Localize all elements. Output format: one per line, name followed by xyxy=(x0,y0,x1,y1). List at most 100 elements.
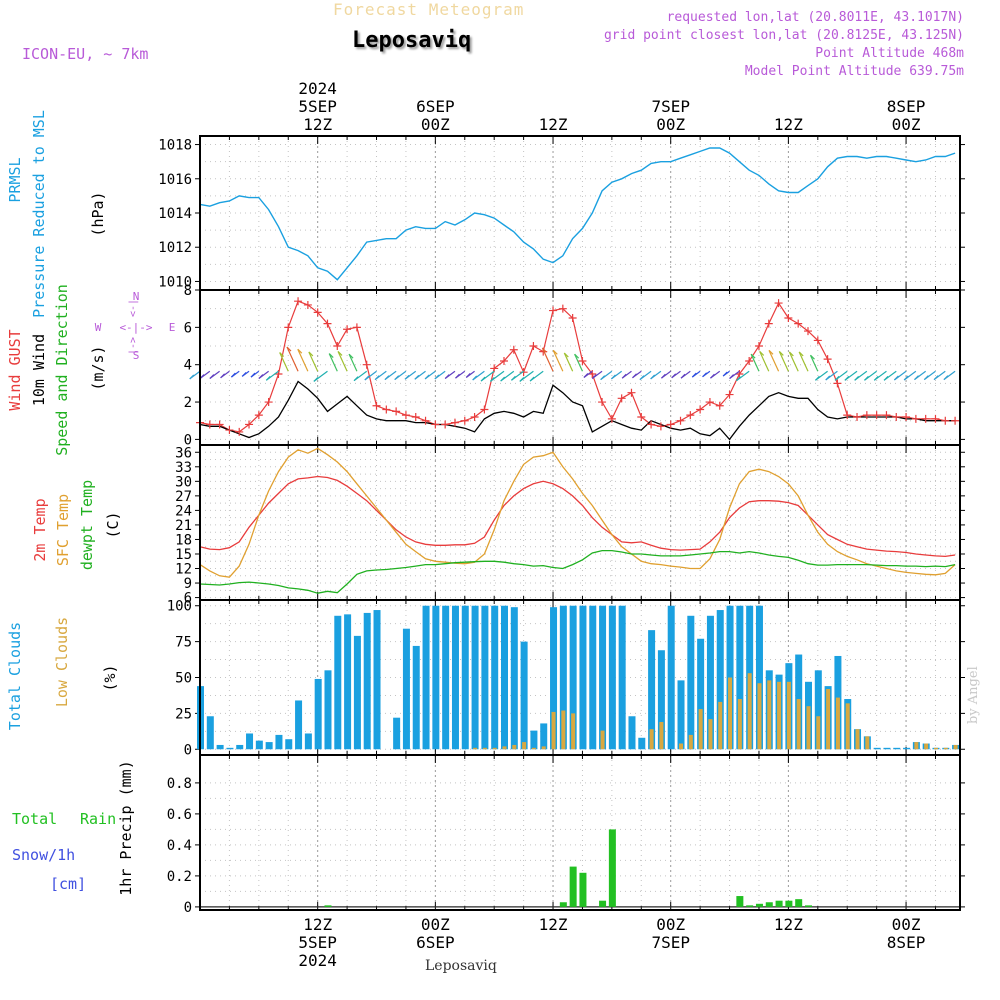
wind-arrow-head xyxy=(511,375,516,381)
low-cloud-bar xyxy=(551,711,556,750)
y-tick-label: 1012 xyxy=(158,240,192,256)
total-cloud-bar xyxy=(451,605,459,750)
time-label-bottom: 6SEP xyxy=(416,933,455,952)
total-cloud-bar xyxy=(363,612,371,750)
gust-marker xyxy=(794,319,803,328)
gust-marker xyxy=(676,416,685,425)
gust-marker xyxy=(421,416,430,425)
total-cloud-bar xyxy=(648,630,656,750)
y-tick-label: 9 xyxy=(184,576,192,592)
wind-arrow-head xyxy=(434,374,440,380)
time-label-bottom: 2024 xyxy=(298,951,337,970)
gust-marker xyxy=(617,394,626,403)
gust-marker xyxy=(333,342,342,351)
wind-arrow-head xyxy=(639,375,645,381)
wind-arrow-head xyxy=(610,374,616,380)
gust-marker xyxy=(313,308,322,317)
gust-marker xyxy=(225,426,234,435)
total-cloud-bar xyxy=(893,747,901,750)
compass-west: W xyxy=(95,321,102,334)
gust-marker xyxy=(902,412,911,421)
gust-marker xyxy=(490,364,499,373)
wind-arrow-head xyxy=(258,374,264,379)
time-label-top: 6SEP xyxy=(416,97,455,116)
wind-arrow xyxy=(328,353,338,372)
total-cloud-bar xyxy=(589,605,597,750)
y-tick-label: 0.6 xyxy=(167,807,192,823)
low-cloud-bar xyxy=(482,747,487,750)
low-cloud-bar xyxy=(855,729,860,750)
wind-arrow-head xyxy=(660,373,666,379)
time-label-bottom: 7SEP xyxy=(651,933,690,952)
y-tick-label: 1016 xyxy=(158,172,192,188)
wind-arrow-head xyxy=(337,350,343,356)
gust-marker xyxy=(941,416,950,425)
gust-marker xyxy=(853,412,862,421)
compass-arrows: <-|-> xyxy=(119,321,152,334)
gust-marker xyxy=(264,398,273,407)
gust-marker xyxy=(872,411,881,420)
panel-frame xyxy=(199,754,961,911)
rain-bar xyxy=(775,900,783,907)
wind-arrow-head xyxy=(873,375,879,381)
wind-arrow-head xyxy=(230,372,236,378)
total-cloud-bar xyxy=(716,610,724,750)
wind-arrow-head xyxy=(250,372,256,378)
low-cloud-bar xyxy=(826,688,831,750)
wind-arrow-head xyxy=(529,376,535,382)
wind-arrow-head xyxy=(778,350,784,356)
wind-arrow-head xyxy=(736,376,741,382)
gust-marker xyxy=(725,390,734,399)
total-cloud-bar xyxy=(393,717,401,750)
time-label-top: 00Z xyxy=(421,115,450,134)
wind-arrow-head xyxy=(465,373,471,378)
low-cloud-bar xyxy=(835,697,840,750)
low-cloud-bar xyxy=(786,681,791,750)
low-cloud-bar xyxy=(767,680,772,750)
compass-south-letter: S xyxy=(133,349,140,362)
gust-marker xyxy=(784,314,793,323)
total-cloud-bar xyxy=(353,635,361,750)
wind-arrow xyxy=(768,350,780,372)
model-altitude: Model Point Altitude 639.75m xyxy=(744,64,964,79)
total-cloud-bar xyxy=(667,605,675,750)
wind-arrow-head xyxy=(650,374,656,380)
gust-marker xyxy=(549,306,558,315)
wind-arrow-head xyxy=(384,375,390,381)
low-cloud-bar xyxy=(522,742,527,750)
time-label-bottom: 00Z xyxy=(656,915,685,934)
gust-marker xyxy=(823,355,832,364)
wind-arrow xyxy=(552,350,564,372)
total-cloud-bar xyxy=(510,607,518,750)
gust-marker xyxy=(833,379,842,388)
temp-label: SFC Temp xyxy=(54,494,72,566)
total-cloud-bar xyxy=(599,605,607,750)
wind-arrow-head xyxy=(815,375,820,381)
wind-arrow-head xyxy=(489,376,495,382)
total-cloud-bar xyxy=(402,628,410,750)
clouds-label: Total Clouds xyxy=(6,622,24,730)
wind-arrow-head xyxy=(286,346,292,352)
wind-arrow-head xyxy=(854,375,860,381)
time-label-bottom: 12Z xyxy=(539,915,568,934)
y-tick-label: 100 xyxy=(167,599,192,615)
y-tick-label: 0.4 xyxy=(167,838,192,854)
low-cloud-bar xyxy=(679,743,684,750)
rain-bar xyxy=(579,872,587,907)
wind-arrow-head xyxy=(844,375,850,381)
total-cloud-bar xyxy=(657,650,665,750)
precip-unit: 1hr Precip (mm) xyxy=(117,760,135,895)
wind-arrow-head xyxy=(583,373,589,378)
pressure-line xyxy=(199,147,956,281)
total-cloud-bar xyxy=(314,678,322,750)
wind-label: 10m Wind xyxy=(30,334,48,406)
total-cloud-bar xyxy=(255,740,263,750)
wind-arrow xyxy=(286,346,299,372)
time-label-top: 8SEP xyxy=(887,97,926,116)
gust-marker xyxy=(666,420,675,429)
time-label-bottom: 12Z xyxy=(303,915,332,934)
gust-marker xyxy=(362,360,371,369)
wind-speed-line xyxy=(199,380,956,441)
low-cloud-bar xyxy=(845,703,850,750)
total-cloud-bar xyxy=(422,605,430,750)
